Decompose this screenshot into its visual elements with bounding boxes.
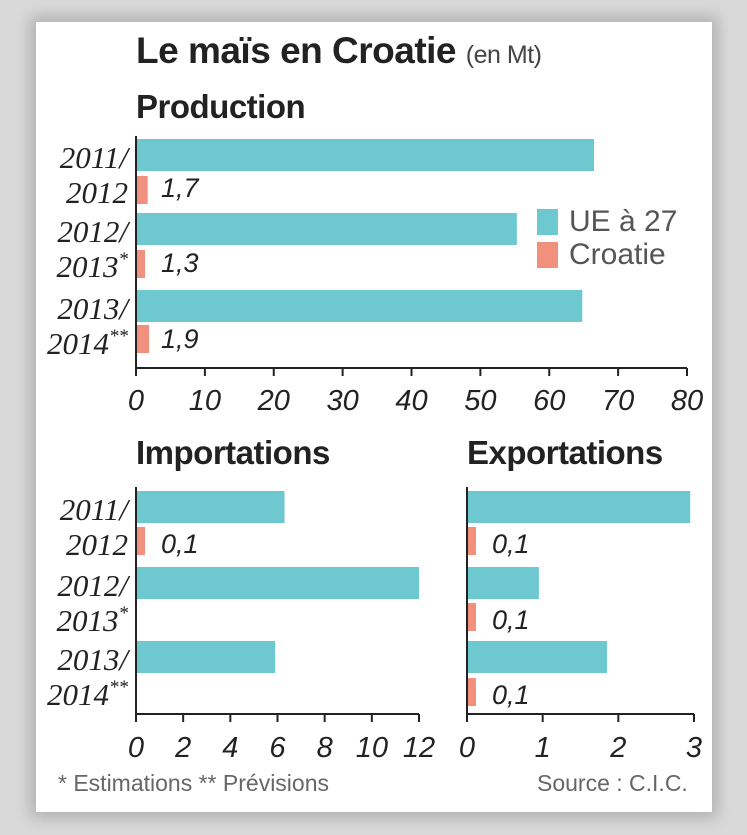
exportations-bar-croatie-2	[467, 678, 476, 706]
importations-bar-croatie-0	[136, 527, 145, 555]
exportations-bar-ue-2	[467, 641, 607, 673]
exportations-tick-label-3: 3	[686, 732, 702, 764]
importations-tick-label-1: 2	[174, 732, 191, 764]
importations-tick-label-3: 6	[269, 732, 286, 764]
exportations-data-label-2: 0,1	[492, 680, 530, 710]
title-unit: (en Mt)	[465, 41, 542, 69]
legend-label-ue: UE à 27	[569, 205, 678, 238]
production-tick-label-7: 70	[602, 385, 634, 417]
production-data-label-0: 1,7	[161, 173, 200, 203]
production-tick-label-6: 60	[533, 385, 565, 417]
production-tick-label-4: 40	[395, 385, 427, 417]
chart-title: Le maïs en Croatie (en Mt)	[136, 30, 542, 72]
production-bar-ue-1	[136, 213, 517, 245]
production-data-label-1: 1,3	[161, 248, 199, 278]
exportations-data-label-1: 0,1	[492, 605, 530, 635]
production-period-line1-1: 2012/	[57, 214, 130, 249]
importations-bar-ue-1	[136, 567, 419, 599]
exportations-bar-croatie-1	[467, 603, 476, 631]
importations-period-line2-0: 2012	[66, 527, 128, 562]
production-bar-croatie-1	[136, 250, 145, 278]
importations-title: Importations	[136, 434, 330, 471]
production-bar-ue-0	[136, 139, 595, 171]
legend-item-ue: UE à 27	[537, 205, 677, 239]
importations-tick-label-6: 12	[403, 732, 435, 764]
exportations-bar-ue-0	[467, 491, 691, 523]
legend-item-croatie: Croatie	[537, 238, 666, 272]
importations-period-line1-1: 2012/	[57, 568, 130, 603]
title-text: Le maïs en Croatie	[136, 30, 457, 71]
exportations-tick-label-0: 0	[459, 732, 475, 764]
production-bar-croatie-2	[136, 325, 150, 353]
importations-tick-label-5: 10	[356, 732, 388, 764]
production-tick-label-8: 80	[671, 385, 703, 417]
exportations-title: Exportations	[467, 434, 663, 471]
importations-period-line2-1: 2013*	[57, 603, 129, 638]
source-note: Source : C.I.C.	[537, 770, 688, 796]
importations-period-line1-2: 2013/	[57, 642, 130, 677]
exportations-bar-ue-1	[467, 567, 539, 599]
production-data-label-2: 1,9	[161, 324, 199, 354]
production-period-line2-0: 2012	[66, 175, 128, 210]
importations-period-line2-2: 2014**	[47, 677, 129, 712]
production-period-line1-0: 2011/	[60, 140, 131, 175]
production-period-line1-2: 2013/	[57, 291, 130, 326]
exportations-bar-croatie-0	[467, 527, 476, 555]
legend-label-croatie: Croatie	[569, 238, 666, 271]
footnote: * Estimations ** Prévisions	[58, 770, 329, 796]
production-tick-label-0: 0	[128, 385, 144, 417]
importations-tick-label-2: 4	[222, 732, 238, 764]
production-tick-label-3: 30	[326, 385, 358, 417]
production-period-line2-2: 2014**	[47, 326, 129, 361]
exportations-tick-label-2: 2	[609, 732, 626, 764]
production-title: Production	[136, 88, 306, 125]
exportations-data-label-0: 0,1	[492, 529, 530, 559]
importations-bar-ue-0	[136, 491, 285, 523]
production-tick-label-5: 50	[464, 385, 496, 417]
importations-tick-label-0: 0	[128, 732, 144, 764]
production-bar-croatie-0	[136, 176, 148, 204]
production-bar-ue-2	[136, 290, 583, 322]
exportations-tick-label-1: 1	[535, 732, 551, 764]
importations-bar-ue-2	[136, 641, 276, 673]
production-tick-label-1: 10	[189, 385, 221, 417]
legend-swatch-ue	[537, 209, 558, 235]
legend-swatch-croatie	[537, 242, 558, 268]
importations-data-label-0: 0,1	[161, 529, 199, 559]
importations-period-line1-0: 2011/	[60, 492, 131, 527]
production-tick-label-2: 20	[257, 385, 290, 417]
production-period-line2-1: 2013*	[57, 249, 129, 284]
importations-tick-label-4: 8	[317, 732, 333, 764]
